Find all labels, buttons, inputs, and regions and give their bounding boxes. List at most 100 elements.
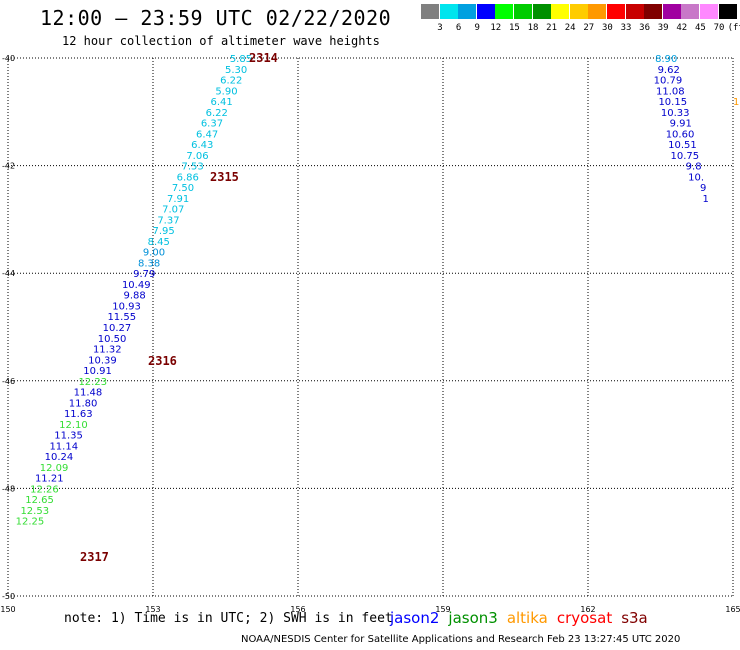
legend-label: 45	[694, 23, 706, 33]
legend-swatch	[421, 4, 439, 19]
satellite-s3a: s3a	[621, 609, 648, 627]
wave-height-value: 7.50	[172, 183, 194, 194]
wave-height-value: 10.50	[98, 334, 127, 345]
wave-height-value: 5.85	[230, 54, 252, 65]
satellite-cryosat: cryosat	[556, 609, 613, 627]
wave-height-value: 12.26	[30, 484, 59, 495]
legend-swatch	[514, 4, 532, 19]
legend-swatch	[607, 4, 625, 19]
pass-label-2317: 2317	[80, 550, 109, 564]
satellite-jason2: jason2	[390, 609, 440, 627]
wave-height-value: 10.75	[671, 151, 700, 162]
map-grid	[7, 57, 734, 597]
legend-swatch	[625, 4, 644, 19]
legend-label: 9	[474, 23, 480, 33]
wave-height-value: 6.86	[177, 172, 199, 183]
credit-line: NOAA/NESDIS Center for Satellite Applica…	[241, 634, 681, 645]
legend-swatch	[476, 4, 495, 19]
wave-height-value: 9.62	[658, 65, 680, 76]
legend-swatch	[439, 4, 458, 19]
legend-swatch	[718, 4, 737, 19]
legend-swatch	[569, 4, 588, 19]
wave-height-value: 10.51	[668, 140, 697, 151]
wave-height-value: 11.32	[93, 345, 122, 356]
legend-swatch	[681, 4, 700, 19]
wave-height-value: 10.49	[122, 280, 151, 291]
latitude-label: -46	[2, 377, 15, 386]
legend-label: 3	[437, 23, 443, 33]
wave-height-value: 9.79	[133, 269, 155, 280]
wave-height-value: 11.14	[49, 441, 78, 452]
wave-height-value: 7.91	[167, 194, 189, 205]
wave-height-value: 11.55	[107, 312, 136, 323]
wave-height-value: 11.21	[35, 474, 64, 485]
longitude-label: 153	[145, 605, 160, 614]
pass-label-2316: 2316	[148, 354, 177, 368]
page-title: 12:00 – 23:59 UTC 02/22/2020	[40, 6, 392, 30]
legend-label: 18	[527, 23, 539, 33]
wave-height-value: 5.30	[225, 65, 247, 76]
legend-label: 15	[508, 23, 520, 33]
wave-height-value: 10.15	[658, 97, 687, 108]
latitude-label: -48	[2, 484, 15, 493]
wave-height-value: 6.37	[201, 119, 223, 130]
wave-height-value: 10.79	[654, 76, 683, 87]
wave-height-value: 5.90	[215, 86, 237, 97]
pass-label-2314: 2314	[249, 51, 278, 65]
wave-height-value: 1	[733, 97, 739, 108]
legend-swatch	[662, 4, 681, 19]
wave-height-value: 8.38	[138, 258, 160, 269]
wave-height-value: 12.10	[59, 420, 88, 431]
wave-height-value: 12.53	[20, 506, 49, 517]
legend-label: 70	[713, 23, 725, 33]
satellite-altika: altika	[506, 609, 548, 627]
wave-height-value: 10.91	[83, 366, 112, 377]
latitude-label: -40	[2, 54, 15, 63]
wave-height-value: 11.80	[69, 398, 98, 409]
satellite-jason3: jason3	[448, 609, 498, 627]
legend-label: 12	[490, 23, 502, 33]
wave-height-value: 11.35	[54, 431, 83, 442]
wave-height-value: 9.00	[143, 248, 165, 259]
wave-height-value: 10.33	[661, 108, 690, 119]
legend-label: 6	[455, 23, 462, 33]
wave-height-value: 6.22	[206, 108, 228, 119]
footnote: note: 1) Time is in UTC; 2) SWH is in fe…	[64, 611, 393, 626]
legend-label: (ft)	[727, 23, 740, 33]
wave-height-value: 12.25	[16, 517, 45, 528]
longitude-labels: 150 153 156 159 162 165	[0, 605, 740, 614]
legend-label: 36	[639, 23, 651, 33]
longitude-label: 165	[725, 605, 740, 614]
longitude-label: 159	[435, 605, 450, 614]
legend-label: 24	[564, 23, 576, 33]
wave-height-value: 10.27	[103, 323, 132, 334]
wave-height-value: 8.45	[148, 237, 170, 248]
wave-height-value: 10.39	[88, 355, 117, 366]
wave-height-value: 9.88	[123, 291, 145, 302]
wave-height-value: 11.08	[656, 86, 685, 97]
wave-height-value: 6.22	[220, 76, 242, 87]
wave-height-value: 11.63	[64, 409, 93, 420]
legend-swatch	[532, 4, 551, 19]
wave-height-value: 12.23	[78, 377, 107, 388]
wave-height-value: 12.09	[40, 463, 69, 474]
wave-height-value: 7.95	[152, 226, 174, 237]
wave-height-value: 6.41	[210, 97, 232, 108]
legend-swatch	[700, 4, 718, 19]
wave-height-value: 8.90	[655, 54, 677, 65]
wave-height-value: 10.93	[112, 301, 141, 312]
wave-height-value: 7.06	[186, 151, 208, 162]
wave-height-value: 7.07	[162, 205, 184, 216]
wave-height-value: 7.53	[181, 162, 203, 173]
legend-swatch	[458, 4, 477, 19]
legend-label: 21	[546, 23, 558, 33]
altimeter-tracks: 5.855.306.225.906.416.226.376.476.437.06…	[16, 54, 740, 528]
wave-height-value: 10.60	[666, 129, 695, 140]
longitude-label: 150	[0, 605, 15, 614]
longitude-label: 162	[580, 605, 595, 614]
legend-swatch	[644, 4, 663, 19]
latitude-label: -42	[2, 162, 15, 171]
longitude-label: 156	[290, 605, 305, 614]
